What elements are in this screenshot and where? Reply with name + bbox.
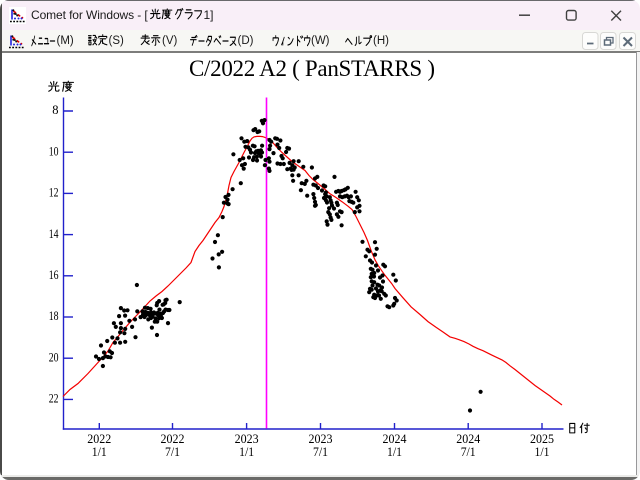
svg-text:7/1: 7/1 [165,444,180,459]
svg-text:7/1: 7/1 [461,444,476,459]
svg-text:10: 10 [49,144,59,158]
svg-text:2022: 2022 [161,431,185,446]
svg-text:1/1: 1/1 [239,444,254,459]
svg-text:2024: 2024 [383,431,407,446]
svg-text:14: 14 [49,226,59,240]
svg-text:8: 8 [52,103,58,117]
svg-text:20: 20 [49,350,59,364]
svg-text:12: 12 [49,185,59,199]
svg-text:C/2022 A2 ( PanSTARRS ): C/2022 A2 ( PanSTARRS ) [189,56,435,81]
svg-text:2023: 2023 [235,431,259,446]
svg-text:16: 16 [49,268,59,282]
svg-text:22: 22 [49,391,59,405]
svg-text:18: 18 [49,309,59,323]
svg-text:2024: 2024 [456,431,480,446]
svg-text:1/1: 1/1 [92,444,107,459]
svg-text:7/1: 7/1 [313,444,328,459]
svg-text:1/1: 1/1 [387,444,402,459]
svg-text:2022: 2022 [87,431,111,446]
svg-text:2025: 2025 [530,431,554,446]
svg-text:2023: 2023 [309,431,333,446]
svg-text:1/1: 1/1 [535,444,550,459]
